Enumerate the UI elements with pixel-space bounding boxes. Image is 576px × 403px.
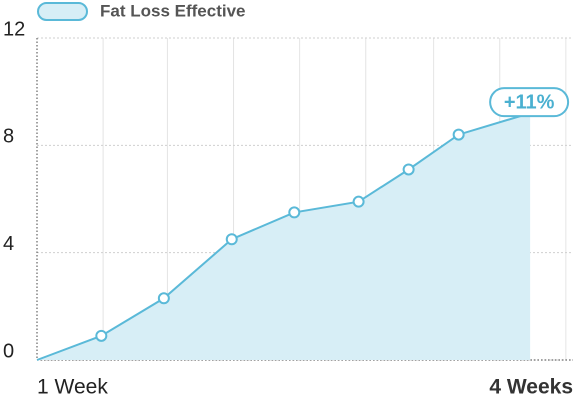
y-tick-label: 8 (3, 126, 14, 148)
point (225, 233, 238, 246)
point (288, 206, 301, 219)
point (352, 195, 365, 208)
area (37, 113, 531, 360)
y-tick-label: 4 (3, 233, 14, 255)
point (95, 329, 108, 342)
legend-label: Fat Loss Effective (100, 1, 246, 20)
y-tick-label: 12 (3, 18, 25, 40)
x-tick-label: 4 Weeks (489, 376, 573, 399)
x-tick-label: 1 Week (37, 376, 108, 399)
annotation: +11% (489, 87, 570, 118)
y-tick-label: 0 (3, 340, 14, 362)
legend: Fat Loss Effective (37, 1, 246, 21)
legend-swatch (37, 2, 88, 21)
point (157, 292, 170, 305)
point (452, 128, 465, 141)
annotation-label: +11% (504, 91, 555, 113)
point (402, 163, 415, 176)
annotation-box (489, 87, 570, 118)
